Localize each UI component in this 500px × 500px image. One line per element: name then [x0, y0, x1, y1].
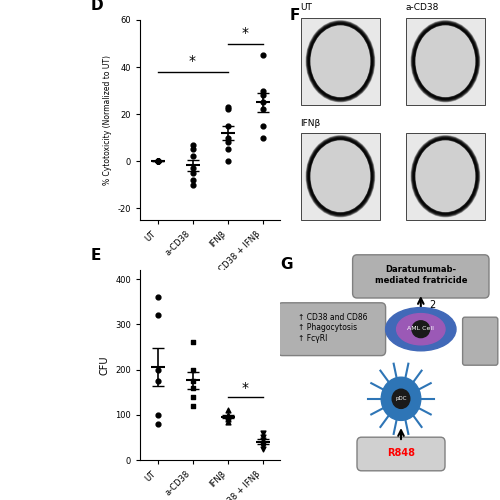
Circle shape	[412, 137, 478, 216]
Point	[154, 420, 162, 428]
Text: a-CD38 +: a-CD38 +	[406, 0, 449, 2]
Text: D: D	[91, 0, 104, 13]
FancyBboxPatch shape	[357, 437, 445, 471]
Text: ↑ CD38 and CD86
↑ Phagocytosis
↑ FcγRI: ↑ CD38 and CD86 ↑ Phagocytosis ↑ FcγRI	[298, 313, 367, 343]
Circle shape	[308, 137, 374, 216]
Point	[154, 157, 162, 165]
Point	[258, 106, 266, 114]
Text: UT: UT	[300, 4, 312, 13]
Point	[154, 411, 162, 419]
Y-axis label: % Cytotoxicity (Normalized to UT): % Cytotoxicity (Normalized to UT)	[103, 55, 112, 185]
Point	[188, 402, 196, 409]
Point	[224, 406, 232, 414]
Point	[224, 416, 232, 424]
Point	[258, 436, 266, 444]
Text: E: E	[91, 248, 102, 264]
Point	[188, 338, 196, 346]
Point	[188, 392, 196, 400]
Text: G: G	[280, 257, 292, 272]
Point	[154, 377, 162, 385]
Point	[258, 134, 266, 141]
FancyBboxPatch shape	[300, 18, 380, 105]
Point	[258, 52, 266, 60]
Point	[258, 442, 266, 450]
Point	[224, 413, 232, 421]
Ellipse shape	[396, 314, 445, 345]
Point	[188, 180, 196, 188]
Point	[224, 122, 232, 130]
Point	[188, 377, 196, 385]
Point	[154, 157, 162, 165]
Point	[154, 157, 162, 165]
Point	[154, 157, 162, 165]
Point	[188, 176, 196, 184]
Circle shape	[381, 377, 421, 420]
Point	[188, 140, 196, 148]
Point	[188, 164, 196, 172]
Point	[224, 134, 232, 141]
FancyBboxPatch shape	[462, 317, 498, 365]
Ellipse shape	[412, 321, 430, 338]
Text: pDC: pDC	[395, 396, 407, 402]
Text: *: *	[242, 381, 248, 395]
Point	[188, 366, 196, 374]
Text: AML Cell: AML Cell	[408, 326, 434, 330]
Point	[224, 138, 232, 146]
Text: IFNβ: IFNβ	[300, 118, 321, 128]
Point	[154, 157, 162, 165]
Circle shape	[392, 389, 410, 408]
Point	[224, 106, 232, 114]
Point	[224, 411, 232, 419]
FancyBboxPatch shape	[278, 303, 386, 356]
FancyBboxPatch shape	[406, 132, 485, 220]
FancyBboxPatch shape	[406, 18, 485, 105]
Point	[154, 366, 162, 374]
Point	[258, 92, 266, 100]
Point	[154, 157, 162, 165]
Point	[258, 434, 266, 442]
Text: 2: 2	[430, 300, 436, 310]
Point	[224, 103, 232, 111]
Point	[224, 146, 232, 154]
Text: *: *	[242, 26, 248, 40]
Ellipse shape	[386, 308, 456, 351]
Point	[154, 157, 162, 165]
Point	[154, 293, 162, 301]
Circle shape	[412, 22, 478, 101]
Point	[154, 311, 162, 319]
Point	[224, 157, 232, 165]
FancyBboxPatch shape	[300, 132, 380, 220]
Text: a-CD38: a-CD38	[406, 4, 439, 13]
Circle shape	[308, 22, 374, 101]
Point	[188, 146, 196, 154]
Point	[224, 418, 232, 426]
Point	[258, 98, 266, 106]
Point	[258, 440, 266, 448]
Point	[258, 429, 266, 437]
Point	[258, 444, 266, 452]
Text: F: F	[290, 8, 300, 22]
Text: R848: R848	[387, 448, 415, 458]
Text: *: *	[189, 54, 196, 68]
Y-axis label: CFU: CFU	[100, 355, 110, 375]
Point	[258, 86, 266, 94]
Point	[188, 384, 196, 392]
Point	[258, 122, 266, 130]
FancyBboxPatch shape	[352, 255, 489, 298]
Point	[188, 152, 196, 160]
Text: Daratumumab-
mediated fratricide: Daratumumab- mediated fratricide	[374, 266, 467, 285]
Point	[188, 169, 196, 177]
